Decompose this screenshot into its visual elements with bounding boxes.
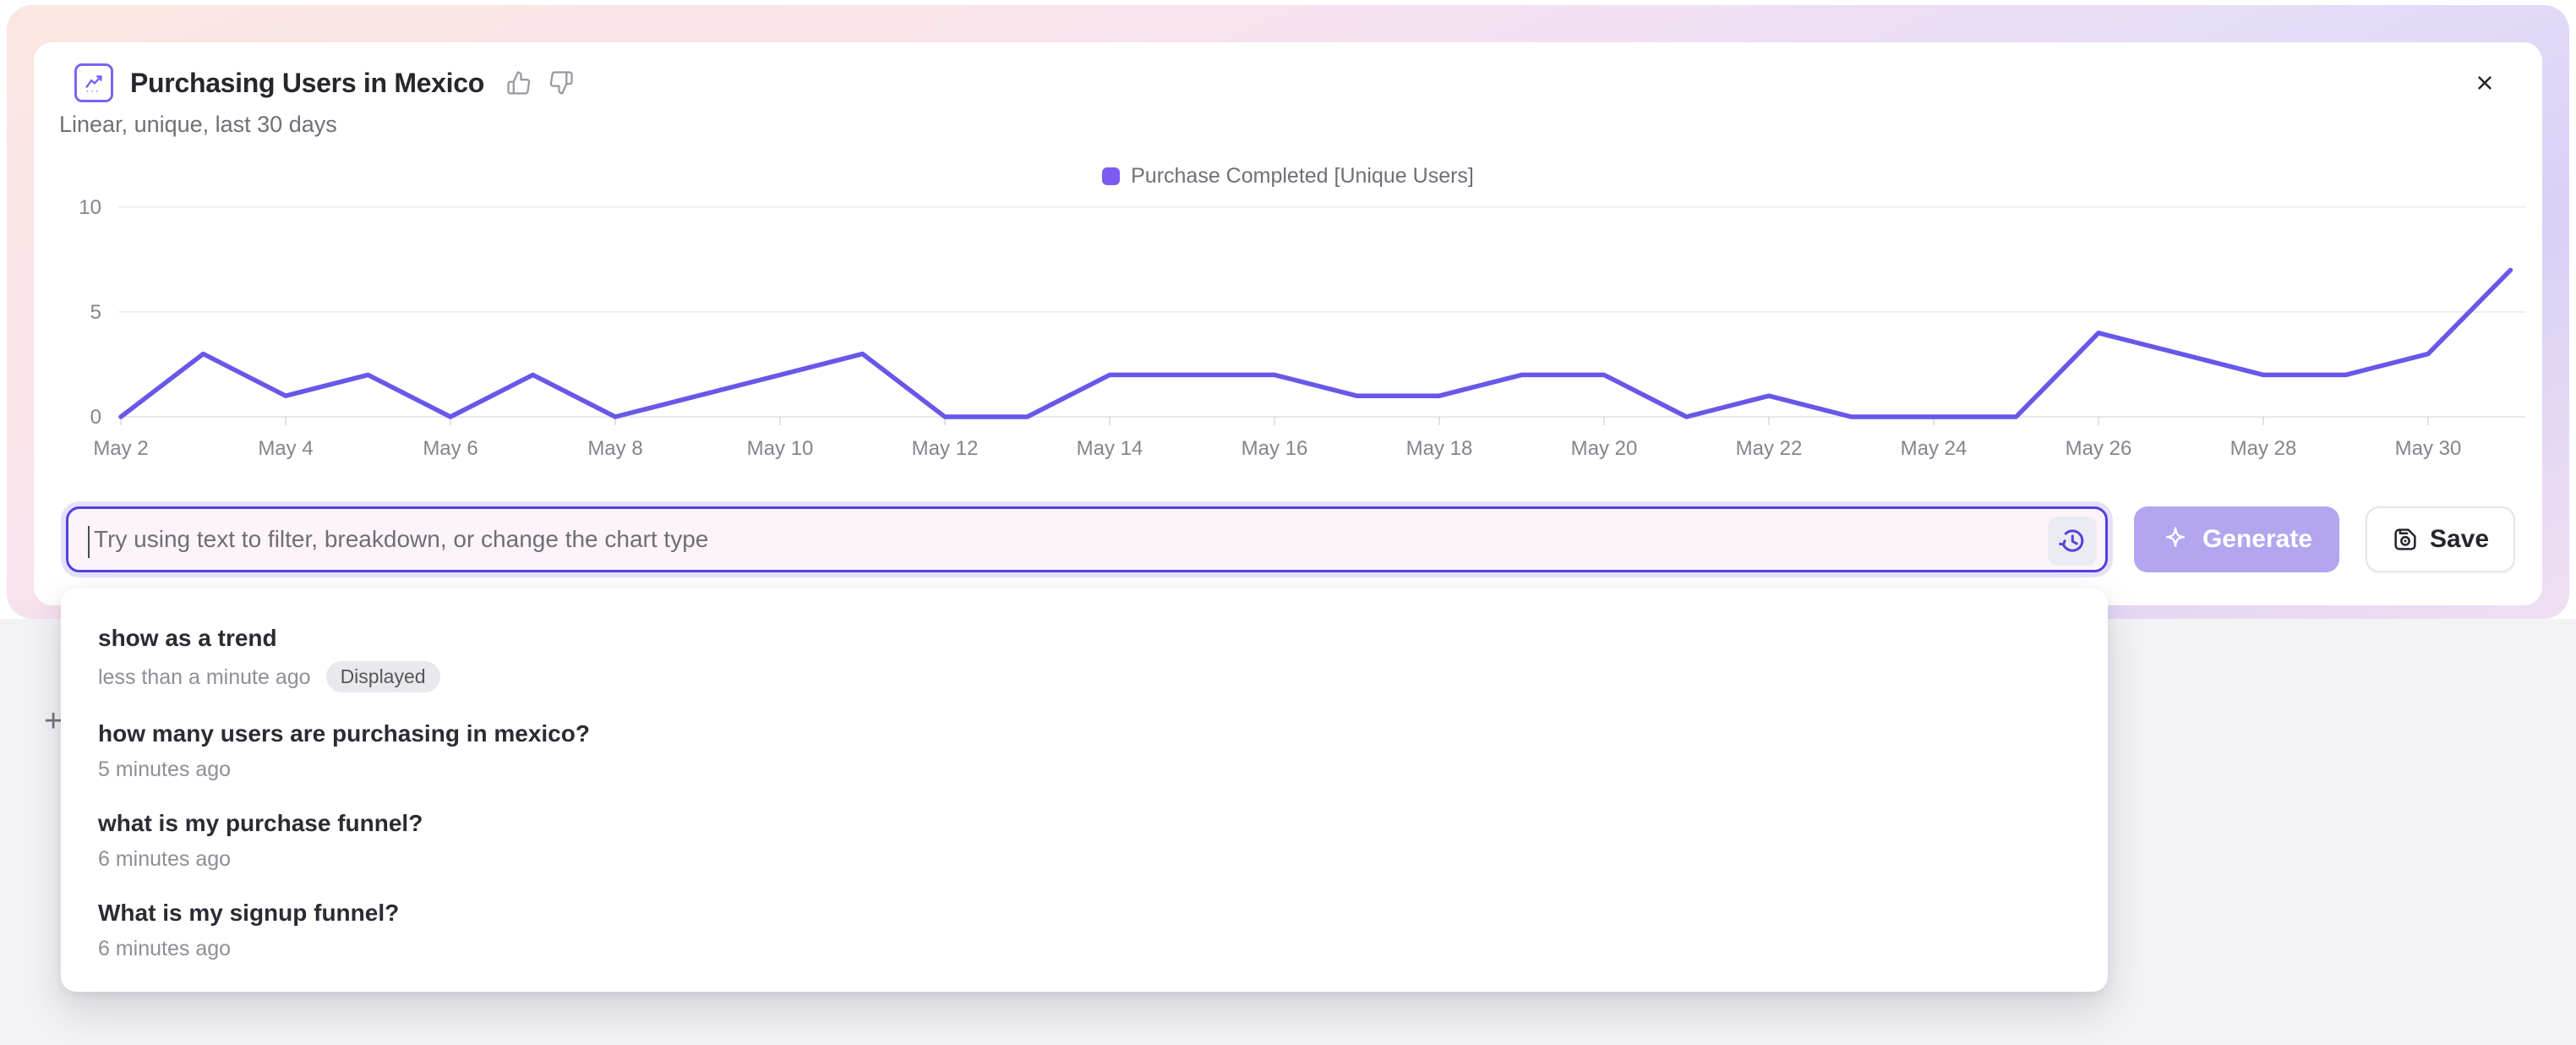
svg-text:10: 10 <box>79 196 101 219</box>
history-item[interactable]: what is my purchase funnel? 6 minutes ag… <box>61 796 2108 885</box>
thumbs-up-icon[interactable] <box>506 70 532 96</box>
thumbs-down-icon[interactable] <box>548 70 574 96</box>
svg-text:May 16: May 16 <box>1242 437 1308 460</box>
chart-subtitle: Linear, unique, last 30 days <box>59 112 337 137</box>
history-query: how many users are purchasing in mexico? <box>98 720 590 747</box>
save-icon <box>2394 528 2416 550</box>
svg-text:May 18: May 18 <box>1406 437 1473 460</box>
line-chart-icon <box>74 63 113 102</box>
legend-swatch <box>1102 167 1121 185</box>
close-icon[interactable] <box>2468 66 2502 100</box>
svg-text:May 26: May 26 <box>2066 437 2132 460</box>
history-timestamp: 5 minutes ago <box>98 758 232 781</box>
line-chart: 0 5 10 May 2 May 4 May 6 May 8 May 10 May 12 May … <box>74 196 2538 475</box>
svg-text:May 24: May 24 <box>1901 437 1967 460</box>
svg-text:May 6: May 6 <box>423 437 478 460</box>
history-query: what is my purchase funnel? <box>98 810 423 836</box>
svg-text:5: 5 <box>90 301 101 324</box>
sparkle-icon <box>2165 527 2186 547</box>
history-query: show as a trend <box>98 625 277 651</box>
generate-button[interactable]: Generate <box>2134 506 2339 572</box>
line-chart-svg: 0 5 10 May 2 May 4 May 6 May 8 May 10 May 12 May … <box>79 196 2525 460</box>
history-item[interactable]: how many users are purchasing in mexico?… <box>61 706 2108 796</box>
legend-label: Purchase Completed [Unique Users] <box>1131 164 1474 188</box>
generate-label: Generate <box>2202 525 2313 553</box>
svg-text:May 22: May 22 <box>1736 437 1803 460</box>
page-title: Purchasing Users in Mexico <box>130 67 485 98</box>
svg-text:May 12: May 12 <box>912 437 979 460</box>
svg-text:May 14: May 14 <box>1077 437 1143 460</box>
card-header: Purchasing Users in Mexico <box>74 61 2502 105</box>
svg-text:May 4: May 4 <box>258 437 313 460</box>
prompt-input-wrapper <box>66 506 2108 572</box>
prompt-input[interactable] <box>68 509 2105 570</box>
save-button[interactable]: Save <box>2366 506 2515 572</box>
history-item[interactable]: What is my signup funnel? 6 minutes ago <box>61 885 2108 975</box>
svg-text:0: 0 <box>90 406 101 429</box>
svg-text:May 2: May 2 <box>93 437 148 460</box>
svg-text:May 28: May 28 <box>2230 437 2297 460</box>
plus-icon[interactable]: + <box>44 703 63 739</box>
svg-text:May 30: May 30 <box>2395 437 2462 460</box>
displayed-badge: Displayed <box>325 661 440 692</box>
history-dropdown: show as a trend less than a minute ago D… <box>61 588 2108 992</box>
history-timestamp: 6 minutes ago <box>98 937 232 960</box>
history-timestamp: less than a minute ago <box>98 665 311 689</box>
svg-text:May 8: May 8 <box>587 437 642 460</box>
history-query: What is my signup funnel? <box>98 900 400 926</box>
history-icon <box>2059 529 2084 552</box>
save-label: Save <box>2429 525 2490 553</box>
history-item[interactable]: show as a trend less than a minute ago D… <box>61 610 2108 706</box>
history-button[interactable] <box>2048 517 2097 566</box>
svg-text:May 10: May 10 <box>747 437 814 460</box>
history-timestamp: 6 minutes ago <box>98 847 232 871</box>
feedback-buttons <box>506 70 574 96</box>
chart-legend: Purchase Completed [Unique Users] <box>34 164 2542 189</box>
svg-text:May 20: May 20 <box>1571 437 1638 460</box>
